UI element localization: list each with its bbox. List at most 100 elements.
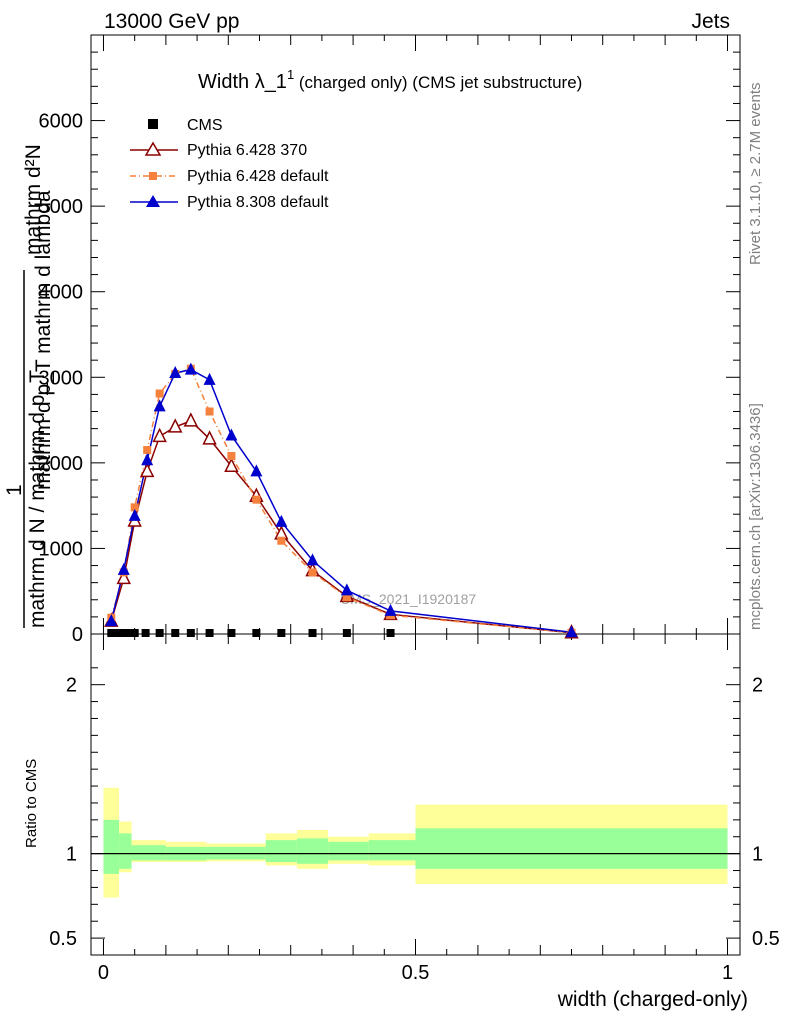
legend-label-py6-default: Pythia 6.428 default	[187, 168, 329, 185]
py6-370-point	[183, 412, 199, 427]
y-label-frac-top: 1	[3, 484, 26, 496]
py8-point	[105, 614, 118, 627]
py8-point	[275, 514, 288, 527]
x-tick-label: 0	[98, 962, 109, 984]
legend-label-py6-370: Pythia 6.428 370	[187, 142, 307, 159]
py8-point	[153, 399, 166, 412]
cms-data-point	[308, 629, 317, 637]
py6-default-point	[155, 389, 164, 398]
ratio-band-inner	[131, 845, 166, 861]
py6-default-point	[143, 446, 152, 455]
ratio-y-tick-label: 0.5	[49, 928, 77, 950]
cms-data-point	[171, 629, 180, 637]
py8-point	[340, 583, 353, 596]
y-label-line1: mathrm d²N	[22, 144, 45, 255]
py6-370-point	[139, 462, 155, 478]
py6-default-point	[308, 568, 317, 577]
main-y-tick-label: 1000	[39, 538, 84, 560]
py6-370-point	[224, 457, 239, 473]
tick-layer: 0 1000 2000 3000 4000 5000 6000 0 0.5 1 0.5 0.5 1 1 2 2	[39, 35, 780, 984]
py6-370-point	[152, 427, 167, 443]
py6-default-point	[205, 407, 214, 416]
ratio-band-inner	[415, 828, 728, 869]
ratio-plot-frame	[90, 633, 741, 956]
title-suffix: (charged only) (CMS jet substructure)	[294, 73, 582, 92]
py8-point	[306, 553, 319, 566]
main-y-tick-label: 0	[72, 624, 83, 646]
cms-data-point	[141, 629, 150, 637]
cms-data-point	[122, 629, 131, 637]
py8-point	[128, 508, 141, 521]
cms-data-point	[155, 629, 164, 637]
ratio-y-tick-label-right: 2	[752, 675, 763, 697]
ratio-band-inner	[368, 840, 416, 861]
cms-data-point	[205, 629, 214, 637]
ratio-band-inner	[328, 841, 369, 861]
series-layer	[104, 362, 579, 639]
main-y-tick-label: 6000	[39, 111, 84, 133]
title-prefix: Width	[198, 71, 255, 93]
ratio-band-inner	[103, 819, 120, 874]
py6-default-point	[277, 536, 286, 545]
legend-label-cms: CMS	[187, 117, 223, 134]
py6-default-point	[227, 452, 236, 461]
ratio-y-tick-label-right: 0.5	[752, 928, 780, 950]
mcplots-label: mcplots.cern.ch [arXiv:1306.3436]	[747, 403, 764, 630]
main-y-tick-label: 2000	[39, 453, 84, 475]
y-label-line2: mathrm d p_T mathrm d lambda	[32, 190, 55, 490]
py8-point	[250, 464, 263, 477]
analysis-watermark: CMS_2021_I1920187	[340, 591, 476, 607]
py6-370-point	[116, 569, 131, 585]
cms-data-point	[107, 629, 116, 637]
legend-marker-py8	[146, 195, 160, 207]
ratio-band-inner	[265, 840, 297, 863]
legend: CMS Pythia 6.428 370 Pythia 6.428 defaul…	[130, 117, 329, 211]
cms-data-point	[130, 629, 139, 637]
cms-data-point	[386, 629, 395, 637]
py8-point	[184, 362, 197, 375]
main-y-tick-label: 5000	[39, 196, 84, 218]
py8-point	[225, 428, 238, 441]
ratio-y-tick-label-right: 1	[752, 844, 763, 866]
py8-point	[117, 562, 130, 575]
cms-data-point	[252, 629, 261, 637]
main-y-axis-label: mathrm d²N mathrm d p_T mathrm d lambda …	[3, 144, 55, 628]
py6-default-point	[342, 593, 351, 602]
py8-point	[203, 372, 216, 385]
title-sup: 1	[287, 67, 294, 82]
ratio-band-layer	[91, 787, 740, 898]
cms-data-point	[115, 629, 124, 637]
x-tick-label: 1	[722, 962, 733, 984]
ratio-y-tick-label: 2	[66, 675, 77, 697]
py8-point	[169, 366, 182, 379]
legend-marker-cms	[148, 119, 158, 129]
ratio-band-inner	[119, 833, 132, 869]
main-title: Width λ_11 (charged only) (CMS jet subst…	[198, 67, 582, 93]
title-lambda: λ_1	[255, 71, 287, 93]
rivet-version-label: Rivet 3.1.10, ≥ 2.7M events	[747, 83, 764, 266]
y-label-line3: mathrm d N / mathrm d p_T	[26, 370, 49, 628]
header-category: Jets	[691, 10, 730, 33]
py6-default-point	[252, 495, 261, 504]
ratio-band-inner	[296, 838, 329, 864]
legend-marker-py6-default	[149, 172, 157, 180]
cms-data-point	[186, 629, 195, 637]
py8-point	[565, 625, 578, 638]
cms-data-point	[277, 629, 286, 637]
x-tick-label: 0.5	[402, 962, 430, 984]
cms-data-point	[227, 629, 236, 637]
main-y-tick-label: 3000	[39, 367, 84, 389]
header-energy: 13000 GeV pp	[104, 10, 239, 33]
legend-label-py8: Pythia 8.308 default	[187, 194, 329, 211]
ratio-y-label: Ratio to CMS	[23, 759, 40, 848]
py6-370-point	[168, 418, 183, 433]
py8-point	[384, 603, 397, 616]
py6-default-point	[130, 503, 139, 512]
py8-point	[141, 453, 154, 466]
svg-text:Width λ_11 (charged only) (CMS: Width λ_11 (charged only) (CMS jet subst…	[198, 67, 582, 93]
cms-data-point	[342, 629, 351, 637]
legend-marker-py6-370	[144, 141, 162, 156]
py6-370-point	[202, 430, 217, 445]
ratio-y-tick-label: 1	[66, 844, 77, 866]
